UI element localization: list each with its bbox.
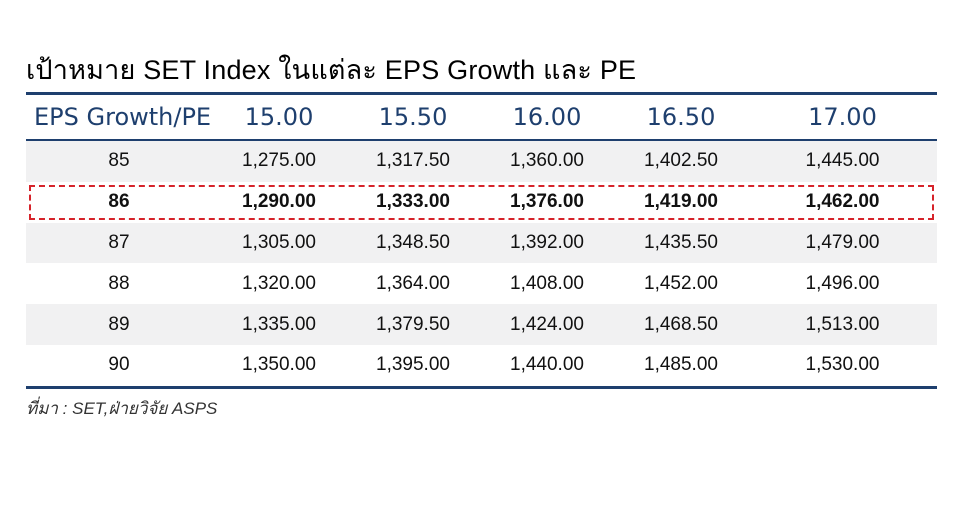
page-title: เป้าหมาย SET Index ในแต่ละ EPS Growth แล… (26, 55, 637, 85)
row-eps-cell: 86 (108, 191, 130, 213)
row-value-cell: 1,360.00 (510, 150, 584, 172)
row-value-cell: 1,452.00 (644, 272, 718, 294)
row-value-cell: 1,305.00 (242, 231, 316, 253)
row-value-cell: 1,445.00 (805, 150, 880, 172)
row-eps-cell: 88 (108, 272, 130, 294)
header-pe-16-50: 16.50 (646, 103, 716, 131)
table-header-rule (26, 139, 937, 141)
table-row: 90 1,350.00 1,395.00 1,440.00 1,485.00 1… (26, 345, 937, 386)
table-row: 89 1,335.00 1,379.50 1,424.00 1,468.50 1… (26, 304, 937, 345)
row-value-cell: 1,496.00 (805, 272, 880, 294)
row-value-cell: 1,335.00 (242, 313, 316, 335)
table-row: 87 1,305.00 1,348.50 1,392.00 1,435.50 1… (26, 222, 937, 264)
row-value-cell: 1,424.00 (510, 313, 584, 335)
row-value-cell: 1,348.50 (376, 231, 450, 253)
row-value-cell: 1,419.00 (644, 191, 718, 213)
table-top-rule (26, 92, 937, 95)
row-value-cell: 1,379.50 (376, 313, 450, 335)
row-value-cell: 1,435.50 (644, 231, 718, 253)
row-value-cell: 1,333.00 (376, 191, 450, 213)
row-value-cell: 1,468.50 (644, 313, 718, 335)
table-header-row: EPS Growth/PE 15.00 15.50 16.00 16.50 17… (26, 95, 937, 139)
row-value-cell: 1,395.00 (376, 354, 450, 376)
row-value-cell: 1,479.00 (805, 231, 880, 253)
row-value-cell: 1,364.00 (376, 272, 450, 294)
row-value-cell: 1,440.00 (510, 354, 584, 376)
row-value-cell: 1,376.00 (510, 191, 584, 213)
row-value-cell: 1,513.00 (805, 313, 880, 335)
row-eps-cell: 85 (108, 150, 130, 172)
row-value-cell: 1,530.00 (805, 354, 880, 376)
row-value-cell: 1,290.00 (242, 191, 316, 213)
table-row: 88 1,320.00 1,364.00 1,408.00 1,452.00 1… (26, 263, 937, 304)
header-eps-growth-pe: EPS Growth/PE (34, 103, 212, 131)
row-eps-cell: 90 (108, 354, 130, 376)
table-bottom-rule (26, 385, 937, 389)
row-value-cell: 1,275.00 (242, 150, 316, 172)
row-value-cell: 1,485.00 (644, 354, 718, 376)
set-index-target-table: EPS Growth/PE 15.00 15.50 16.00 16.50 17… (26, 92, 937, 389)
header-pe-16-00: 16.00 (512, 103, 582, 131)
row-value-cell: 1,317.50 (376, 150, 450, 172)
header-pe-15-50: 15.50 (378, 103, 448, 131)
header-pe-15-00: 15.00 (244, 103, 314, 131)
header-pe-17-00: 17.00 (808, 103, 877, 131)
row-value-cell: 1,402.50 (644, 150, 718, 172)
row-eps-cell: 89 (108, 313, 130, 335)
row-value-cell: 1,392.00 (510, 231, 584, 253)
row-value-cell: 1,320.00 (242, 272, 316, 294)
table-row-highlighted: 86 1,290.00 1,333.00 1,376.00 1,419.00 1… (26, 182, 937, 223)
table-row: 85 1,275.00 1,317.50 1,360.00 1,402.50 1… (26, 141, 937, 182)
row-value-cell: 1,462.00 (805, 191, 880, 213)
row-value-cell: 1,408.00 (510, 272, 584, 294)
row-value-cell: 1,350.00 (242, 354, 316, 376)
source-note: ที่มา : SET,ฝ่ายวิจัย ASPS (26, 399, 218, 418)
row-eps-cell: 87 (108, 231, 130, 253)
